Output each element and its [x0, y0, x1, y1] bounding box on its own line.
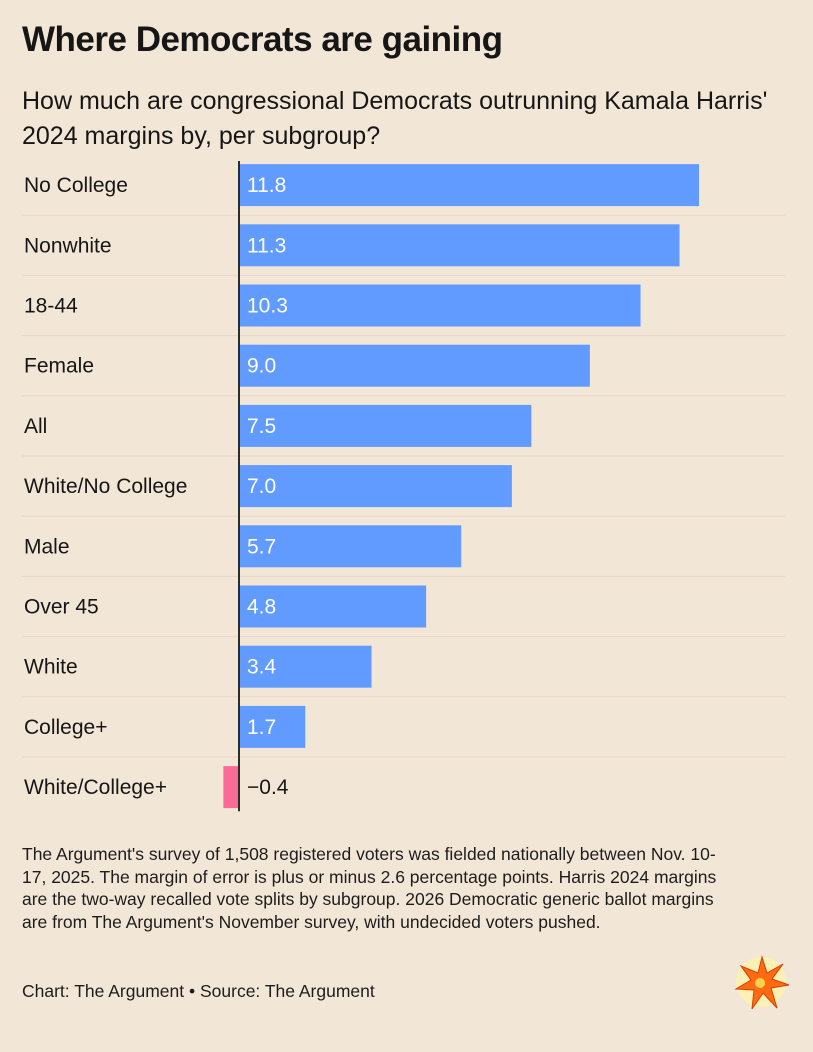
- bar: [239, 465, 512, 508]
- value-label: 4.8: [247, 596, 276, 619]
- methodology-note: The Argument's survey of 1,508 registere…: [22, 844, 717, 932]
- bar: [239, 284, 641, 327]
- bar: [239, 224, 680, 267]
- value-label: −0.4: [247, 776, 289, 799]
- value-label: 5.7: [247, 535, 276, 558]
- chart-subtitle: How much are congressional Democrats out…: [22, 87, 768, 150]
- chart-title: Where Democrats are gaining: [22, 20, 503, 59]
- value-label: 3.4: [247, 656, 277, 679]
- bar: [239, 525, 462, 568]
- category-label: 18-44: [24, 295, 78, 318]
- value-label: 10.3: [247, 295, 288, 318]
- category-label: Nonwhite: [24, 234, 112, 257]
- category-label: Male: [24, 535, 70, 558]
- starburst-logo-icon: [734, 955, 790, 1010]
- category-label: White: [24, 656, 78, 679]
- value-label: 9.0: [247, 355, 276, 378]
- category-label: All: [24, 415, 47, 438]
- category-label: No College: [24, 174, 128, 197]
- category-label: Over 45: [24, 596, 99, 619]
- value-label: 7.0: [247, 475, 276, 498]
- value-label: 7.5: [247, 415, 276, 438]
- bar: [223, 766, 239, 809]
- category-label: Female: [24, 355, 94, 378]
- category-label: College+: [24, 716, 107, 739]
- category-label: White/No College: [24, 475, 187, 498]
- bar: [239, 164, 699, 207]
- bar: [239, 645, 372, 688]
- bar: [239, 404, 532, 447]
- bar: [239, 705, 306, 748]
- bar: [239, 344, 590, 387]
- value-label: 11.8: [247, 174, 286, 197]
- category-label: White/College+: [24, 776, 167, 799]
- chart-credit: Chart: The Argument • Source: The Argume…: [22, 981, 375, 1001]
- value-label: 11.3: [247, 234, 286, 257]
- value-label: 1.7: [247, 716, 276, 739]
- bar: [239, 585, 427, 628]
- bar-chart: No College 11.8 Nonwhite 11.3 18-44 10.3 Femal…: [22, 161, 785, 812]
